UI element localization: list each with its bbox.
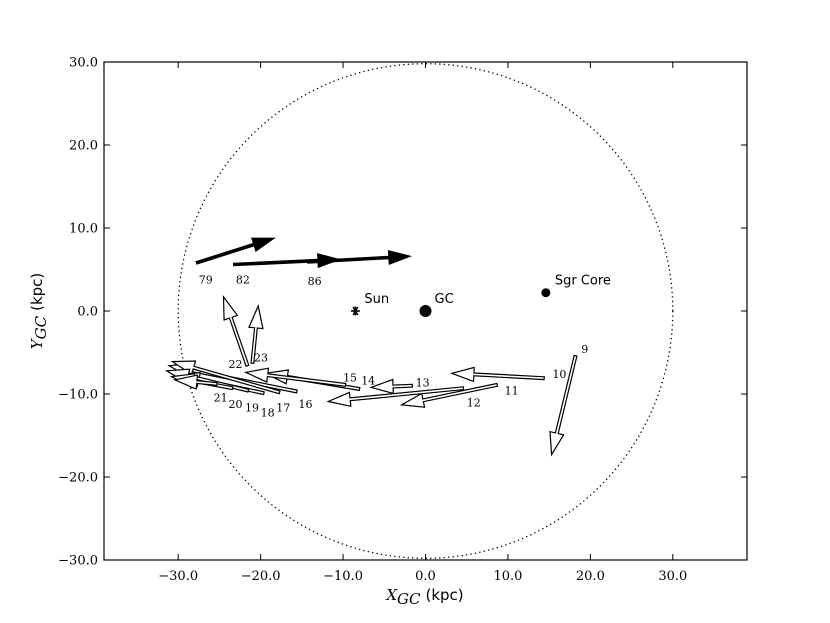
filled-arrow-79: [195, 237, 276, 265]
arrow-label: 79: [199, 273, 213, 286]
open-arrows-group: [164, 295, 578, 457]
open-arrow-15: [243, 367, 347, 387]
x-tick-label: −30.0: [158, 569, 198, 584]
arrow-label: 23: [254, 351, 268, 364]
y-axis-ticks: −30.0 −20.0 −10.0 0.0 10.0 20.0 30.0: [58, 56, 747, 569]
open-arrow-12: [326, 386, 465, 408]
arrow-label: 16: [299, 398, 313, 411]
arrow-label: 19: [245, 401, 259, 414]
open-arrow-10: [449, 366, 545, 383]
open-arrow-21: [172, 374, 218, 390]
point-label: GC: [435, 292, 454, 307]
x-tick-label: −10.0: [323, 569, 363, 584]
x-axis-ticks: −30.0 −20.0 −10.0 0.0 10.0 20.0 30.0: [158, 62, 687, 584]
arrow-label: 17: [276, 401, 290, 414]
x-tick-label: 30.0: [658, 569, 687, 584]
y-tick-label: 30.0: [69, 56, 98, 71]
arrow-label: 9: [581, 343, 588, 356]
open-arrow-17: [170, 360, 281, 395]
x-axis-label-symbol: X: [385, 586, 398, 604]
arrow-label: 10: [552, 368, 566, 381]
arrow-label: 18: [261, 406, 275, 419]
arrow-label: 86: [308, 275, 322, 288]
filled-arrow-86: [307, 249, 413, 265]
x-axis-label-subscript: GC: [397, 590, 421, 608]
x-axis-label-unit: (kpc): [425, 586, 463, 604]
x-tick-label: −20.0: [241, 569, 281, 584]
sgr-core-marker: [541, 288, 551, 298]
open-arrow-11: [399, 382, 499, 408]
arrow-label: 21: [214, 391, 228, 404]
arrow-label: 12: [467, 396, 481, 409]
y-axis-label-unit: (kpc): [28, 273, 46, 311]
arrow-label: 15: [343, 371, 357, 384]
arrow-label: 22: [228, 358, 242, 371]
open-arrow-22: [222, 295, 250, 367]
x-axis-label: XGC (kpc): [385, 586, 463, 608]
y-tick-label: 20.0: [69, 139, 98, 154]
y-tick-label: −30.0: [58, 554, 98, 569]
arrow-label: 13: [416, 376, 430, 389]
x-tick-label: 10.0: [493, 569, 522, 584]
y-tick-label: −20.0: [58, 471, 98, 486]
arrow-label: 11: [505, 385, 519, 398]
arrow-label: 82: [236, 273, 250, 286]
arrow-label: 14: [361, 375, 375, 388]
plot-area: Sun GC Sgr Core 79 82 86 9 10 11 12 13 14 15 16 17181…: [103, 61, 748, 561]
y-axis-label: YGC (kpc): [28, 273, 50, 350]
sun-marker: [350, 306, 360, 316]
y-axis-label-symbol: Y: [28, 337, 46, 349]
filled-arrows-group: [195, 237, 413, 269]
open-arrow-23: [248, 304, 264, 365]
y-tick-label: −10.0: [58, 388, 98, 403]
arrow-label: 20: [228, 398, 242, 411]
x-tick-label: 0.0: [415, 569, 436, 584]
x-tick-label: 20.0: [576, 569, 605, 584]
reference-circle: [177, 63, 674, 559]
point-label: Sun: [364, 292, 389, 307]
y-axis-label-subscript: GC: [32, 315, 50, 339]
open-arrow-13: [369, 378, 414, 395]
open-arrow-9: [549, 354, 578, 457]
points-group: Sun GC Sgr Core: [350, 274, 611, 317]
point-label: Sgr Core: [555, 274, 611, 289]
y-tick-label: 10.0: [69, 222, 98, 237]
y-tick-label: 0.0: [77, 305, 98, 320]
gc-marker: [419, 305, 432, 317]
